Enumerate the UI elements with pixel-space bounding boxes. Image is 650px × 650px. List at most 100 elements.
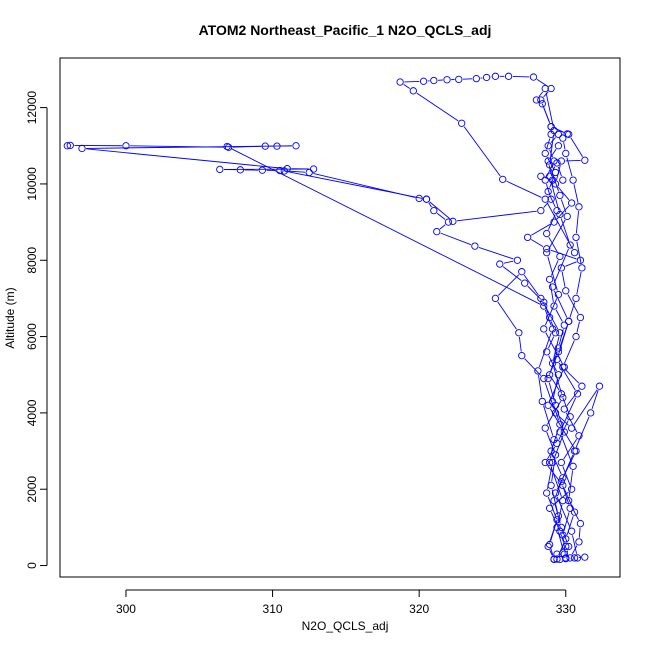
series-segment — [547, 446, 556, 460]
data-point — [554, 512, 563, 520]
data-point — [559, 474, 567, 482]
data-point — [515, 329, 523, 337]
data-point — [409, 87, 417, 95]
series-segment — [564, 340, 575, 364]
series-segment — [546, 156, 554, 169]
series-segment — [429, 201, 450, 219]
chart-title: ATOM2 Northeast_Pacific_1 N2O_QCLS_adj — [199, 22, 492, 38]
data-point — [66, 141, 74, 150]
data-point — [537, 206, 545, 215]
series-segment — [564, 489, 574, 509]
data-point — [223, 142, 231, 151]
series-segment — [428, 202, 432, 208]
series-segment — [560, 199, 567, 213]
series-segment — [569, 302, 576, 318]
data-point — [554, 371, 563, 379]
series-segment — [86, 148, 284, 169]
series-segment — [553, 405, 560, 421]
data-point — [559, 134, 567, 142]
data-point — [258, 166, 266, 174]
series-segment — [456, 210, 537, 222]
data-point — [543, 489, 551, 497]
series-segment — [563, 512, 570, 532]
series-segment — [549, 283, 554, 302]
series-segment — [547, 465, 561, 483]
series-segment — [556, 409, 564, 429]
data-point — [570, 248, 579, 257]
data-point — [553, 523, 561, 532]
data-point — [543, 245, 551, 253]
series-segment — [566, 515, 574, 535]
series-segment — [549, 134, 554, 161]
data-point — [570, 447, 579, 455]
data-point — [569, 176, 577, 184]
series-6 — [541, 130, 568, 563]
y-axis: 0 2000 4000 6000 8000 10000 12000 — [25, 91, 48, 569]
data-point — [572, 294, 580, 303]
data-point — [545, 458, 554, 467]
series-7 — [537, 134, 586, 563]
data-point — [581, 553, 589, 561]
data-point — [559, 497, 567, 505]
series-segment — [518, 336, 522, 352]
data-point — [532, 96, 541, 104]
series-segment — [560, 435, 573, 463]
data-point — [550, 218, 558, 226]
data-point — [305, 168, 313, 177]
data-point — [575, 538, 583, 546]
data-point — [566, 504, 574, 512]
series-segment — [561, 271, 566, 287]
series-segment — [545, 92, 554, 127]
data-point — [548, 176, 557, 184]
data-point — [570, 508, 579, 516]
data-point — [554, 348, 563, 356]
data-point — [444, 218, 453, 226]
data-point — [576, 519, 585, 528]
series-segment — [562, 454, 574, 478]
series-segment — [553, 336, 560, 360]
series-segment — [549, 351, 558, 375]
data-point — [292, 142, 300, 150]
data-point — [518, 268, 526, 276]
series-segment — [463, 126, 501, 177]
data-point — [567, 199, 576, 207]
series-segment — [538, 375, 543, 398]
series-segment — [566, 389, 580, 407]
data-point — [396, 78, 404, 86]
series-segment — [543, 91, 549, 98]
series-segment — [550, 548, 554, 556]
series-segment — [548, 382, 555, 402]
data-point — [541, 176, 549, 184]
data-point — [455, 75, 463, 84]
series-segment — [575, 416, 590, 448]
series-segment — [550, 260, 559, 276]
series-segment — [546, 431, 555, 452]
data-point — [504, 72, 513, 80]
data-point — [122, 142, 130, 150]
data-point — [543, 248, 551, 257]
series-3 — [280, 84, 582, 562]
data-point — [567, 485, 576, 493]
data-point — [551, 489, 560, 497]
data-point — [553, 206, 561, 215]
data-point — [415, 194, 423, 203]
data-point — [575, 203, 583, 211]
data-point — [309, 165, 318, 173]
series-segment — [548, 219, 566, 250]
data-point — [595, 382, 604, 390]
series-segment — [288, 171, 423, 199]
data-point — [548, 283, 557, 291]
data-point — [551, 451, 560, 459]
data-point — [553, 516, 561, 524]
series-segment — [554, 504, 561, 524]
series-segment — [550, 523, 557, 541]
data-point — [78, 144, 86, 153]
data-point — [572, 233, 580, 242]
data-point — [472, 74, 480, 83]
data-point — [513, 256, 522, 264]
series-segment — [576, 271, 582, 295]
series-segment — [553, 367, 563, 394]
y-tick-label: 6000 — [25, 323, 39, 350]
data-point — [449, 217, 457, 225]
data-point — [570, 554, 579, 562]
